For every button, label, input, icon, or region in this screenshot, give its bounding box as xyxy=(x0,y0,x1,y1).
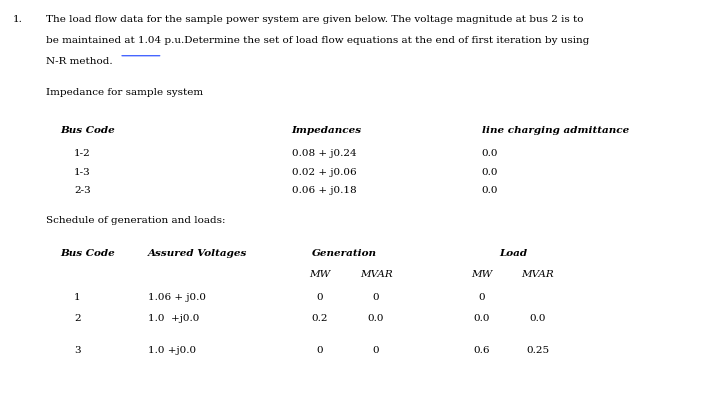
Text: MVAR: MVAR xyxy=(522,270,554,279)
Text: Schedule of generation and loads:: Schedule of generation and loads: xyxy=(46,216,225,225)
Text: 0.25: 0.25 xyxy=(527,346,549,354)
Text: 0.0: 0.0 xyxy=(368,314,385,323)
Text: Load: Load xyxy=(499,249,527,258)
Text: 0.02 + j0.06: 0.02 + j0.06 xyxy=(292,168,356,176)
Text: 0.0: 0.0 xyxy=(482,186,498,195)
Text: Assured Voltages: Assured Voltages xyxy=(148,249,247,258)
Text: MW: MW xyxy=(471,270,492,279)
Text: line charging admittance: line charging admittance xyxy=(482,126,628,134)
Text: 0: 0 xyxy=(478,293,485,302)
Text: 1: 1 xyxy=(74,293,81,302)
Text: 1.0 +j0.0: 1.0 +j0.0 xyxy=(148,346,195,354)
Text: 0: 0 xyxy=(316,346,323,354)
Text: 0: 0 xyxy=(316,293,323,302)
Text: 1.: 1. xyxy=(13,15,22,23)
Text: MVAR: MVAR xyxy=(360,270,392,279)
Text: 0.6: 0.6 xyxy=(473,346,490,354)
Text: 0: 0 xyxy=(373,346,380,354)
Text: Impedances: Impedances xyxy=(292,126,362,134)
Text: 2: 2 xyxy=(74,314,81,323)
Text: 0.0: 0.0 xyxy=(529,314,546,323)
Text: Bus Code: Bus Code xyxy=(60,249,115,258)
Text: 1-3: 1-3 xyxy=(74,168,91,176)
Text: 0.0: 0.0 xyxy=(482,149,498,158)
Text: 1.0  +j0.0: 1.0 +j0.0 xyxy=(148,314,199,323)
Text: be maintained at 1.04 p.u.Determine the set of load flow equations at the end of: be maintained at 1.04 p.u.Determine the … xyxy=(46,36,589,44)
Text: 0.08 + j0.24: 0.08 + j0.24 xyxy=(292,149,356,158)
Text: Generation: Generation xyxy=(312,249,377,258)
Text: 0: 0 xyxy=(373,293,380,302)
Text: 2-3: 2-3 xyxy=(74,186,91,195)
Text: 0.2: 0.2 xyxy=(311,314,328,323)
Text: 0.0: 0.0 xyxy=(473,314,490,323)
Text: N-R method.: N-R method. xyxy=(46,57,112,65)
Text: 0.0: 0.0 xyxy=(482,168,498,176)
Text: Impedance for sample system: Impedance for sample system xyxy=(46,88,203,97)
Text: 0.06 + j0.18: 0.06 + j0.18 xyxy=(292,186,356,195)
Text: 1.06 + j0.0: 1.06 + j0.0 xyxy=(148,293,206,302)
Text: Bus Code: Bus Code xyxy=(60,126,115,134)
Text: The load flow data for the sample power system are given below. The voltage magn: The load flow data for the sample power … xyxy=(46,15,583,23)
Text: 3: 3 xyxy=(74,346,81,354)
Text: 1-2: 1-2 xyxy=(74,149,91,158)
Text: MW: MW xyxy=(309,270,330,279)
